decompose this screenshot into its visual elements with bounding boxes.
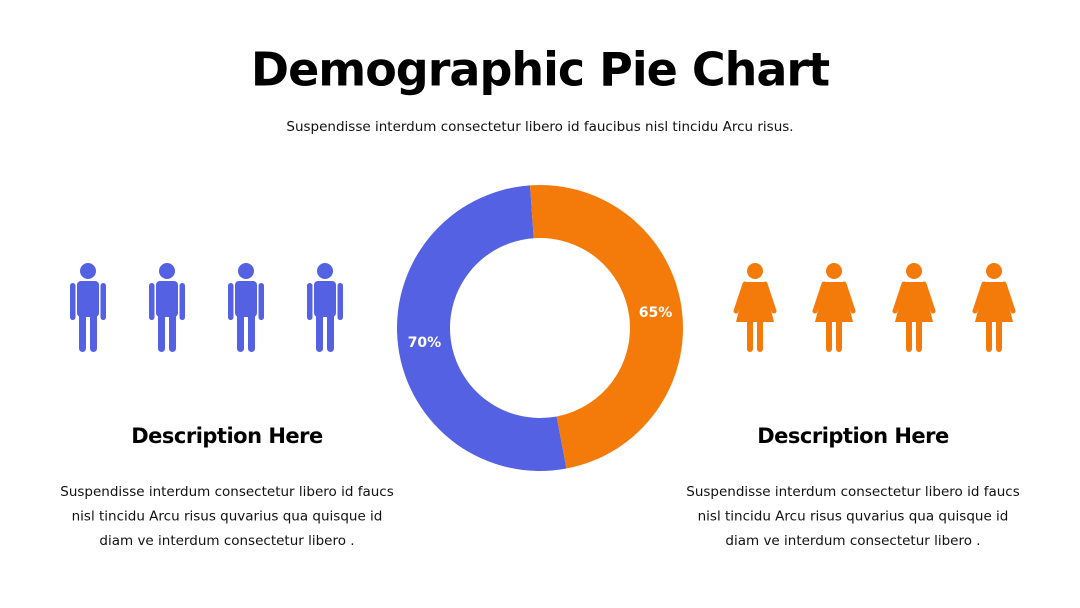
pie-slice	[396, 185, 567, 472]
donut-chart: 70% 65%	[396, 185, 683, 472]
pie-slice	[530, 185, 683, 469]
panels: Description Here Suspendisse interdum con…	[60, 424, 1019, 549]
panel-text: Suspendisse interdum consectetur libero …	[60, 484, 393, 500]
panel-heading: Description Here	[131, 424, 323, 448]
panel-text: diam ve interdum consectetur libero .	[99, 533, 354, 549]
panel-text: nisl tincidu Arcu risus quvarius qua qui…	[72, 509, 383, 525]
panel-text: nisl tincidu Arcu risus quvarius qua qui…	[698, 509, 1009, 525]
slice-label: 65%	[639, 305, 673, 321]
subtitle: Suspendisse interdum consectetur libero …	[286, 119, 793, 135]
panel-text: Suspendisse interdum consectetur libero …	[686, 484, 1019, 500]
male-icons	[70, 263, 343, 352]
title: Demographic Pie Chart	[251, 43, 829, 97]
slice-label: 70%	[408, 335, 442, 351]
panel-heading: Description Here	[757, 424, 949, 448]
panel-text: diam ve interdum consectetur libero .	[725, 533, 980, 549]
female-icons	[736, 263, 1013, 352]
